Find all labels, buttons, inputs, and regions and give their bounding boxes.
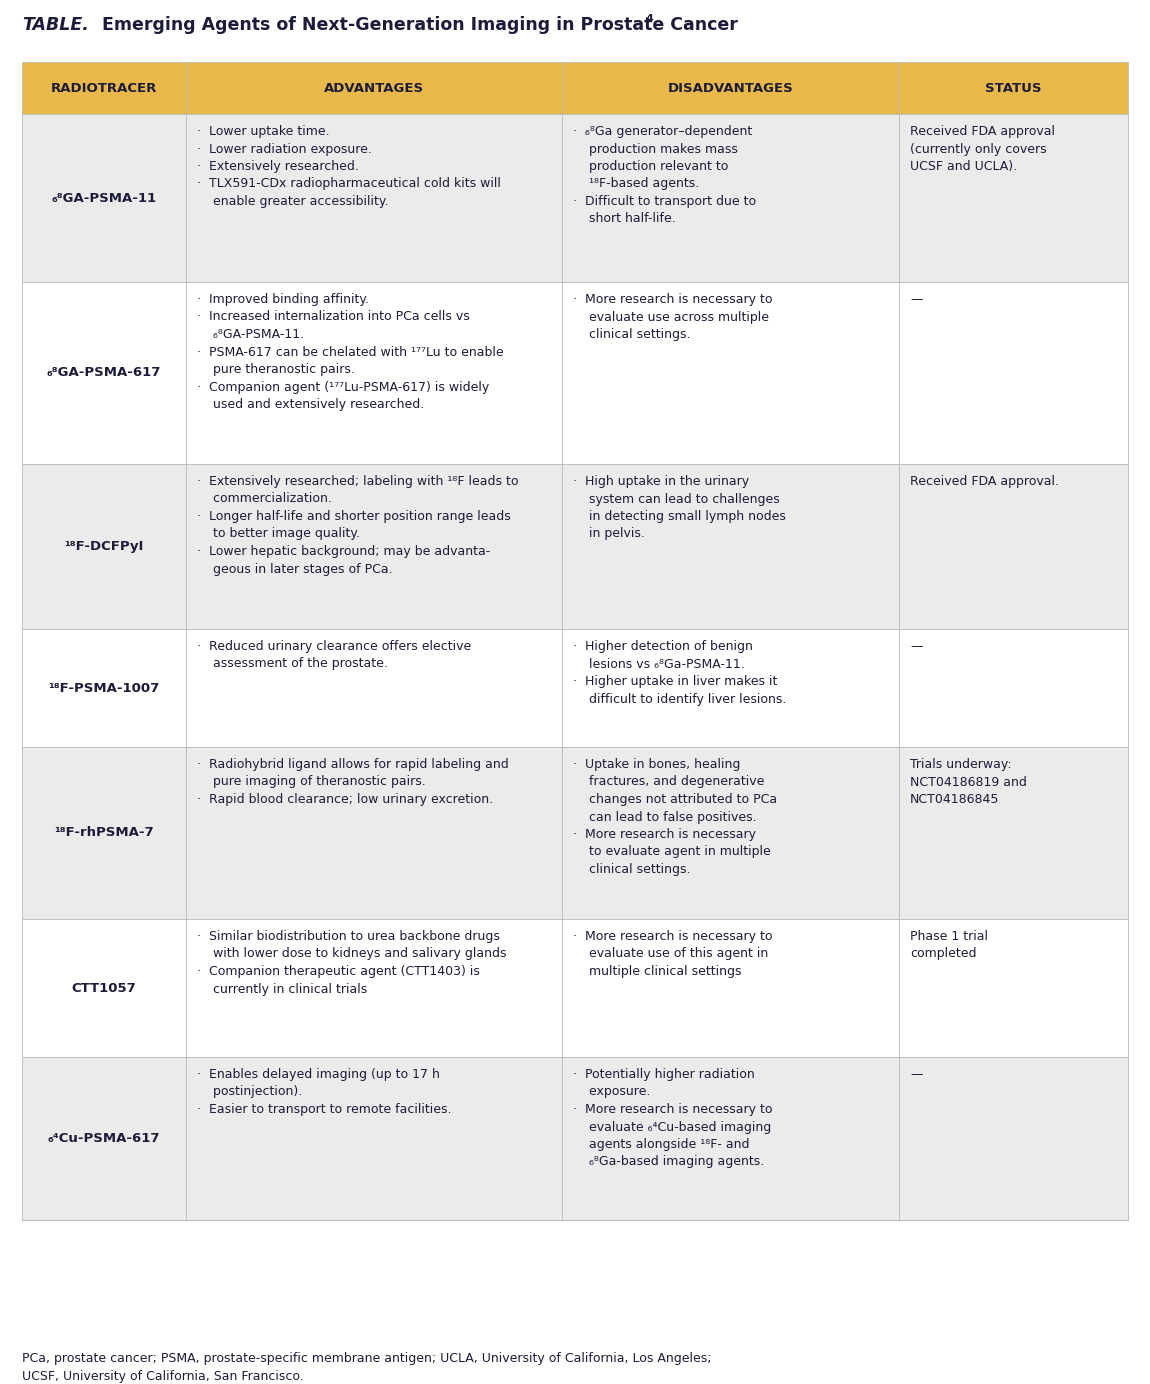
Text: —: —	[910, 639, 922, 653]
Bar	[185, 62, 561, 113]
Text: ·  Improved binding affinity.
·  Increased internalization into PCa cells vs
   : · Improved binding affinity. · Increased…	[197, 293, 504, 411]
Text: ·  More research is necessary to
    evaluate use across multiple
    clinical s: · More research is necessary to evaluate…	[573, 293, 773, 340]
Text: ADVANTAGES: ADVANTAGES	[323, 82, 423, 94]
Text: ·  Potentially higher radiation
    exposure.
·  More research is necessary to
 : · Potentially higher radiation exposure.…	[573, 1068, 773, 1168]
Text: —: —	[910, 293, 922, 306]
Bar	[899, 464, 1128, 628]
Text: ¹⁸F-DCFPyI: ¹⁸F-DCFPyI	[64, 540, 144, 554]
Bar	[22, 628, 185, 747]
Bar	[22, 62, 185, 113]
Bar	[561, 1057, 899, 1221]
Text: Received FDA approval.: Received FDA approval.	[910, 475, 1059, 489]
Text: ·  High uptake in the urinary
    system can lead to challenges
    in detecting: · High uptake in the urinary system can …	[573, 475, 785, 541]
Bar	[899, 282, 1128, 464]
Bar	[899, 747, 1128, 919]
Bar	[22, 113, 185, 282]
Text: Emerging Agents of Next-Generation Imaging in Prostate Cancer: Emerging Agents of Next-Generation Imagi…	[90, 17, 738, 35]
Bar	[185, 747, 561, 919]
Text: ¹⁸F-rhPSMA-7: ¹⁸F-rhPSMA-7	[54, 826, 154, 840]
Text: RADIOTRACER: RADIOTRACER	[51, 82, 158, 94]
Text: ₆⁸GA-PSMA-11: ₆⁸GA-PSMA-11	[52, 191, 156, 205]
Bar	[561, 628, 899, 747]
Text: ·  Radiohybrid ligand allows for rapid labeling and
    pure imaging of theranos: · Radiohybrid ligand allows for rapid la…	[197, 758, 508, 805]
Text: Phase 1 trial
completed: Phase 1 trial completed	[910, 930, 988, 960]
Bar	[22, 747, 185, 919]
Bar	[561, 62, 899, 113]
Text: ¹⁸F-PSMA-1007: ¹⁸F-PSMA-1007	[48, 681, 160, 695]
Text: 4: 4	[645, 14, 653, 24]
Bar	[899, 919, 1128, 1057]
Bar	[185, 919, 561, 1057]
Text: ·  Extensively researched; labeling with ¹⁸F leads to
    commercialization.
·  : · Extensively researched; labeling with …	[197, 475, 519, 576]
Text: ·  Enables delayed imaging (up to 17 h
    postinjection).
·  Easier to transpor: · Enables delayed imaging (up to 17 h po…	[197, 1068, 451, 1116]
Bar	[22, 919, 185, 1057]
Bar	[22, 282, 185, 464]
Text: DISADVANTAGES: DISADVANTAGES	[667, 82, 794, 94]
Bar	[899, 113, 1128, 282]
Text: ·  ₆⁸Ga generator–dependent
    production makes mass
    production relevant to: · ₆⁸Ga generator–dependent production ma…	[573, 125, 756, 226]
Text: STATUS: STATUS	[986, 82, 1042, 94]
Bar	[561, 282, 899, 464]
Bar	[561, 919, 899, 1057]
Bar	[185, 113, 561, 282]
Bar	[185, 628, 561, 747]
Bar	[899, 628, 1128, 747]
Bar	[899, 62, 1128, 113]
Bar	[561, 464, 899, 628]
Text: PCa, prostate cancer; PSMA, prostate-specific membrane antigen; UCLA, University: PCa, prostate cancer; PSMA, prostate-spe…	[22, 1352, 712, 1383]
Text: ·  Similar biodistribution to urea backbone drugs
    with lower dose to kidneys: · Similar biodistribution to urea backbo…	[197, 930, 506, 995]
Bar	[185, 282, 561, 464]
Text: ·  Higher detection of benign
    lesions vs ₆⁸Ga-PSMA-11.
·  Higher uptake in l: · Higher detection of benign lesions vs …	[573, 639, 787, 706]
Text: ·  Lower uptake time.
·  Lower radiation exposure.
·  Extensively researched.
· : · Lower uptake time. · Lower radiation e…	[197, 125, 500, 208]
Bar	[22, 464, 185, 628]
Bar	[561, 747, 899, 919]
Text: CTT1057: CTT1057	[71, 981, 136, 995]
Text: ₆⁴Cu-PSMA-617: ₆⁴Cu-PSMA-617	[47, 1132, 160, 1145]
Bar	[561, 113, 899, 282]
Text: TABLE.: TABLE.	[22, 17, 89, 35]
Text: ₆⁸GA-PSMA-617: ₆⁸GA-PSMA-617	[47, 367, 161, 379]
Bar	[185, 1057, 561, 1221]
Text: Received FDA approval
(currently only covers
UCSF and UCLA).: Received FDA approval (currently only co…	[910, 125, 1055, 173]
Bar	[22, 1057, 185, 1221]
Bar	[185, 464, 561, 628]
Text: ·  Reduced urinary clearance offers elective
    assessment of the prostate.: · Reduced urinary clearance offers elect…	[197, 639, 472, 670]
Text: —: —	[910, 1068, 922, 1081]
Bar	[899, 1057, 1128, 1221]
Text: ·  Uptake in bones, healing
    fractures, and degenerative
    changes not attr: · Uptake in bones, healing fractures, an…	[573, 758, 777, 876]
Text: ·  More research is necessary to
    evaluate use of this agent in
    multiple : · More research is necessary to evaluate…	[573, 930, 773, 978]
Text: Trials underway:
NCT04186819 and
NCT04186845: Trials underway: NCT04186819 and NCT0418…	[910, 758, 1027, 805]
